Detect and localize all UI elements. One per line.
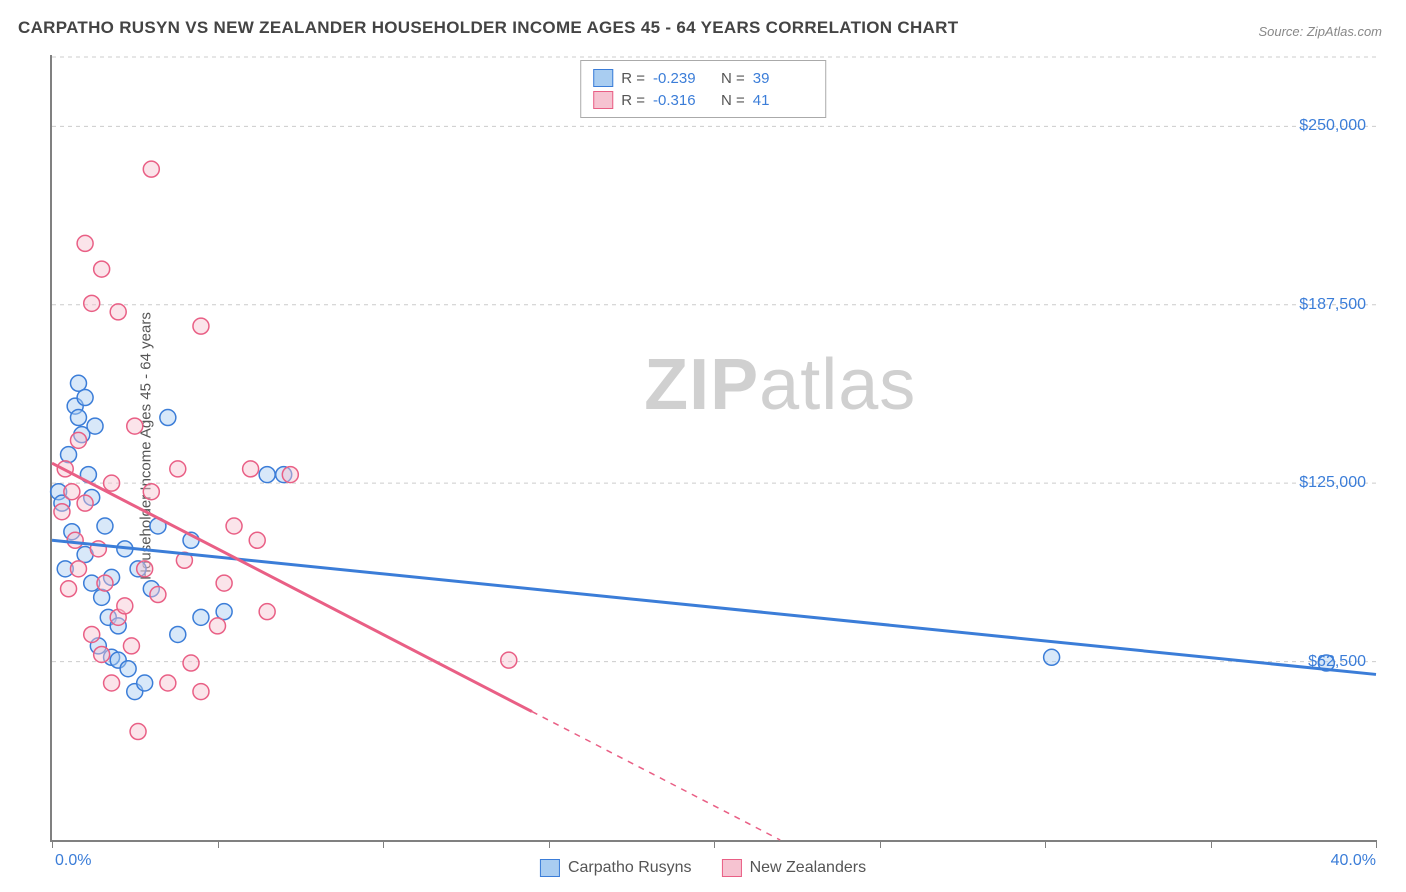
chart-svg	[52, 55, 1376, 840]
legend-row-series-1: R = -0.316 N = 41	[593, 89, 813, 111]
source-attribution: Source: ZipAtlas.com	[1258, 24, 1382, 39]
data-point	[210, 618, 226, 634]
legend-r-value-0: -0.239	[653, 70, 713, 87]
trend-line	[52, 540, 1376, 674]
x-tick-end: 40.0%	[1331, 852, 1376, 870]
chart-title: CARPATHO RUSYN VS NEW ZEALANDER HOUSEHOL…	[18, 18, 958, 38]
data-point	[150, 587, 166, 603]
chart-container: CARPATHO RUSYN VS NEW ZEALANDER HOUSEHOL…	[0, 0, 1406, 892]
data-point	[243, 461, 259, 477]
data-point	[94, 261, 110, 277]
correlation-legend: R = -0.239 N = 39 R = -0.316 N = 41	[580, 60, 826, 118]
data-point	[94, 646, 110, 662]
x-tick-mark	[52, 840, 53, 848]
data-point	[193, 318, 209, 334]
x-tick-mark	[549, 840, 550, 848]
series-legend: Carpatho Rusyns New Zealanders	[540, 859, 866, 877]
data-point	[127, 418, 143, 434]
x-tick-mark	[218, 840, 219, 848]
data-point	[70, 561, 86, 577]
x-tick-mark	[383, 840, 384, 848]
legend-n-value-1: 41	[753, 92, 813, 109]
data-point	[160, 675, 176, 691]
swatch-series-0	[593, 69, 613, 87]
data-point	[216, 575, 232, 591]
data-point	[282, 467, 298, 483]
legend-r-label: R =	[621, 70, 645, 87]
data-point	[64, 484, 80, 500]
data-point	[104, 675, 120, 691]
data-point	[97, 518, 113, 534]
data-point	[193, 609, 209, 625]
legend-row-series-0: R = -0.239 N = 39	[593, 67, 813, 89]
swatch-bottom-1	[722, 859, 742, 877]
legend-r-label: R =	[621, 92, 645, 109]
data-point	[120, 661, 136, 677]
legend-label-0: Carpatho Rusyns	[568, 859, 692, 877]
data-point	[137, 675, 153, 691]
data-point	[130, 724, 146, 740]
legend-n-label: N =	[721, 92, 745, 109]
y-tick-label: $250,000	[1299, 117, 1366, 135]
data-point	[170, 626, 186, 642]
x-tick-mark	[1376, 840, 1377, 848]
legend-n-value-0: 39	[753, 70, 813, 87]
data-point	[70, 410, 86, 426]
data-point	[61, 447, 77, 463]
x-tick-start: 0.0%	[55, 852, 91, 870]
data-point	[501, 652, 517, 668]
legend-item-0: Carpatho Rusyns	[540, 859, 692, 877]
data-point	[87, 418, 103, 434]
y-tick-label: $62,500	[1308, 653, 1366, 671]
plot-area: ZIPatlas	[50, 55, 1376, 842]
data-point	[117, 598, 133, 614]
data-point	[61, 581, 77, 597]
data-point	[137, 561, 153, 577]
x-tick-mark	[1211, 840, 1212, 848]
legend-label-1: New Zealanders	[750, 859, 867, 877]
data-point	[97, 575, 113, 591]
data-point	[84, 626, 100, 642]
data-point	[249, 532, 265, 548]
data-point	[259, 467, 275, 483]
data-point	[70, 432, 86, 448]
data-point	[183, 655, 199, 671]
data-point	[143, 484, 159, 500]
x-tick-mark	[880, 840, 881, 848]
data-point	[193, 684, 209, 700]
data-point	[226, 518, 242, 534]
data-point	[143, 161, 159, 177]
x-tick-mark	[1045, 840, 1046, 848]
data-point	[170, 461, 186, 477]
legend-n-label: N =	[721, 70, 745, 87]
legend-item-1: New Zealanders	[722, 859, 867, 877]
data-point	[54, 504, 70, 520]
data-point	[259, 604, 275, 620]
data-point	[110, 304, 126, 320]
data-point	[94, 589, 110, 605]
data-point	[77, 390, 93, 406]
swatch-bottom-0	[540, 859, 560, 877]
data-point	[67, 532, 83, 548]
swatch-series-1	[593, 91, 613, 109]
data-point	[160, 410, 176, 426]
trend-line-dashed	[532, 712, 780, 840]
data-point	[104, 475, 120, 491]
data-point	[1044, 649, 1060, 665]
y-tick-label: $125,000	[1299, 474, 1366, 492]
y-tick-label: $187,500	[1299, 296, 1366, 314]
data-point	[123, 638, 139, 654]
data-point	[77, 495, 93, 511]
legend-r-value-1: -0.316	[653, 92, 713, 109]
data-point	[77, 235, 93, 251]
data-point	[84, 295, 100, 311]
x-tick-mark	[714, 840, 715, 848]
